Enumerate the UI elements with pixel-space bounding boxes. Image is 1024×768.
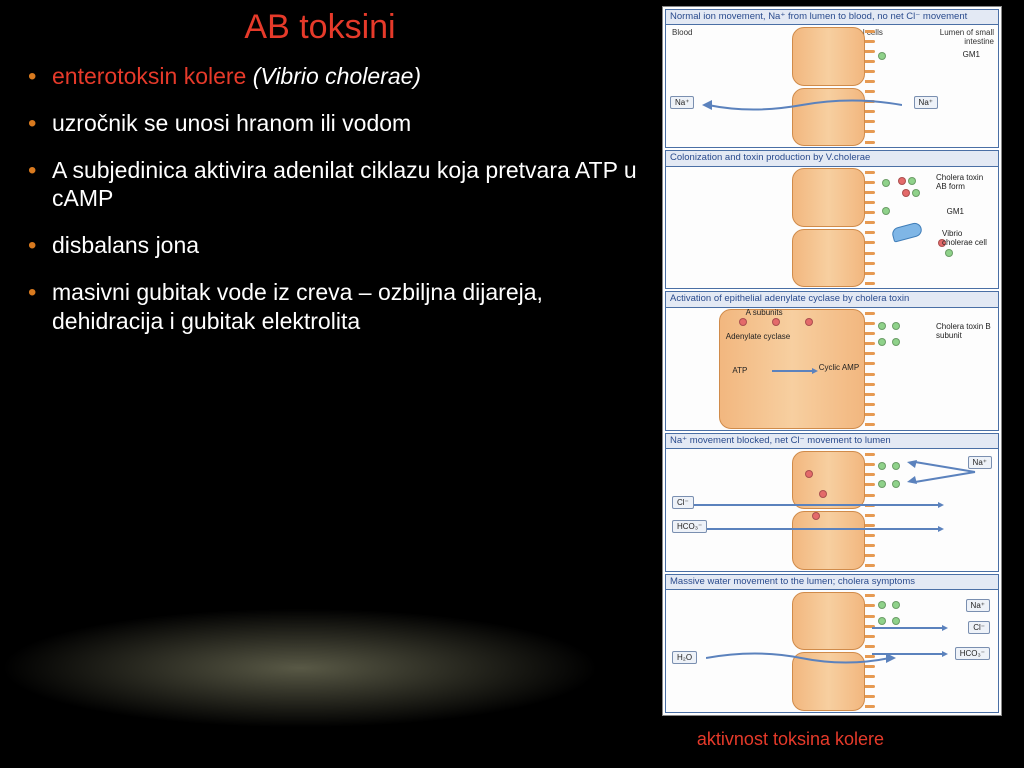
label-atp: ATP (732, 366, 747, 375)
diagram-column: Normal ion movement, Na⁺ from lumen to b… (662, 6, 1002, 716)
atp-arrow (772, 370, 812, 372)
panel-1-header: Normal ion movement, Na⁺ from lumen to b… (666, 10, 998, 25)
tox-d (912, 189, 920, 197)
p4-g3 (892, 462, 900, 470)
tox-a (898, 177, 906, 185)
bullet-5: masivni gubitak vode iz creva – ozbiljna… (28, 278, 638, 336)
text-column: enterotoksin kolere (Vibrio cholerae) uz… (28, 62, 638, 353)
bsub-2 (878, 338, 886, 346)
tag-h2o-5: H₂O (672, 651, 697, 664)
tag-cl-4: Cl⁻ (672, 496, 694, 509)
bsub-4 (892, 338, 900, 346)
label-gm1-1: GM1 (963, 50, 980, 59)
panel-2-header: Colonization and toxin production by V.c… (666, 151, 998, 166)
gm1-p2b (882, 207, 890, 215)
panel-3-body: A subunits Adenylate cyclase ATP Cyclic … (666, 308, 998, 429)
tag-na-5: Na⁺ (966, 599, 990, 612)
p4-g1 (878, 462, 886, 470)
tox-b (908, 177, 916, 185)
bullet-2: uzročnik se unosi hranom ili vodom (28, 109, 638, 138)
cl-arrow-4 (672, 504, 938, 506)
panel-3-header: Activation of epithelial adenylate cycla… (666, 292, 998, 307)
panel-5-body: Na⁺ Cl⁻ HCO₃⁻ H₂O (666, 591, 998, 712)
brush-1 (865, 26, 875, 147)
bullet-1-italic: (Vibrio cholerae) (253, 63, 421, 89)
tag-hco3-4: HCO₃⁻ (672, 520, 707, 533)
label-camp: Cyclic AMP (819, 363, 859, 372)
gm1-dot (878, 52, 886, 60)
panel-5: Massive water movement to the lumen; cho… (665, 574, 999, 713)
hco3-arrow-4 (672, 528, 938, 530)
label-vibrio: Vibrio cholerae cell (942, 229, 994, 247)
p5-g3 (892, 601, 900, 609)
slide: AB toksini enterotoksin kolere (Vibrio c… (0, 0, 1024, 768)
tag-hco3-5: HCO₃⁻ (955, 647, 990, 660)
tag-cl-5: Cl⁻ (968, 621, 990, 634)
panel-5-header: Massive water movement to the lumen; cho… (666, 575, 998, 590)
glow-effect (0, 608, 600, 728)
brush-2 (865, 167, 875, 288)
p4-r2 (819, 490, 827, 498)
label-bsub: Cholera toxin B subunit (936, 322, 994, 340)
panel-1-body: Blood Intestinal epithelial cells Lumen … (666, 26, 998, 147)
tag-na-4: Na⁺ (968, 456, 992, 469)
bullet-1-prefix: enterotoksin kolere (52, 63, 253, 89)
label-blood: Blood (672, 28, 692, 37)
p4-g4 (892, 480, 900, 488)
na-arrow-1 (702, 96, 902, 114)
tox-c (902, 189, 910, 197)
p5-g4 (892, 617, 900, 625)
bullet-list: enterotoksin kolere (Vibrio cholerae) uz… (28, 62, 638, 335)
bsub-3 (892, 322, 900, 330)
label-asub: A subunits (746, 308, 783, 317)
p4-r3 (812, 512, 820, 520)
label-gm1-2: GM1 (947, 207, 964, 216)
tag-na-left: Na⁺ (670, 96, 694, 109)
label-lumen: Lumen of small intestine (924, 28, 994, 46)
panel-3: Activation of epithelial adenylate cycla… (665, 291, 999, 430)
bullet-4: disbalans jona (28, 231, 638, 260)
p4-g2 (878, 480, 886, 488)
diagram-caption: aktivnost toksina kolere (697, 729, 884, 750)
gm1-p2 (882, 179, 890, 187)
tag-na-right: Na⁺ (914, 96, 938, 109)
bullet-1: enterotoksin kolere (Vibrio cholerae) (28, 62, 638, 91)
panel-4-header: Na⁺ movement blocked, net Cl⁻ movement t… (666, 434, 998, 449)
panel-1: Normal ion movement, Na⁺ from lumen to b… (665, 9, 999, 148)
bullet-3: A subjedinica aktivira adenilat ciklazu … (28, 156, 638, 214)
slide-title: AB toksini (0, 8, 640, 47)
p5-g2 (878, 617, 886, 625)
h2o-arrow (706, 649, 896, 667)
label-choleratoxin: Cholera toxin AB form (936, 173, 994, 191)
cl-arrow-5 (872, 627, 942, 629)
panel-2-body: Cholera toxin AB form GM1 Vibrio cholera… (666, 167, 998, 288)
epithelium-2 (792, 167, 865, 288)
panel-4-body: Na⁺ Cl⁻ HCO₃⁻ (666, 450, 998, 571)
vibrio-cell (890, 222, 923, 243)
panel-2: Colonization and toxin production by V.c… (665, 150, 999, 289)
panel-4: Na⁺ movement blocked, net Cl⁻ movement t… (665, 433, 999, 572)
epithelium-4 (792, 450, 865, 571)
epithelium-1 (792, 26, 865, 147)
bsub-1 (878, 322, 886, 330)
p5-g1 (878, 601, 886, 609)
label-adcyc: Adenylate cyclase (726, 332, 790, 341)
vib-dot2 (945, 249, 953, 257)
brush-4 (865, 450, 875, 571)
brush-3 (865, 308, 875, 429)
